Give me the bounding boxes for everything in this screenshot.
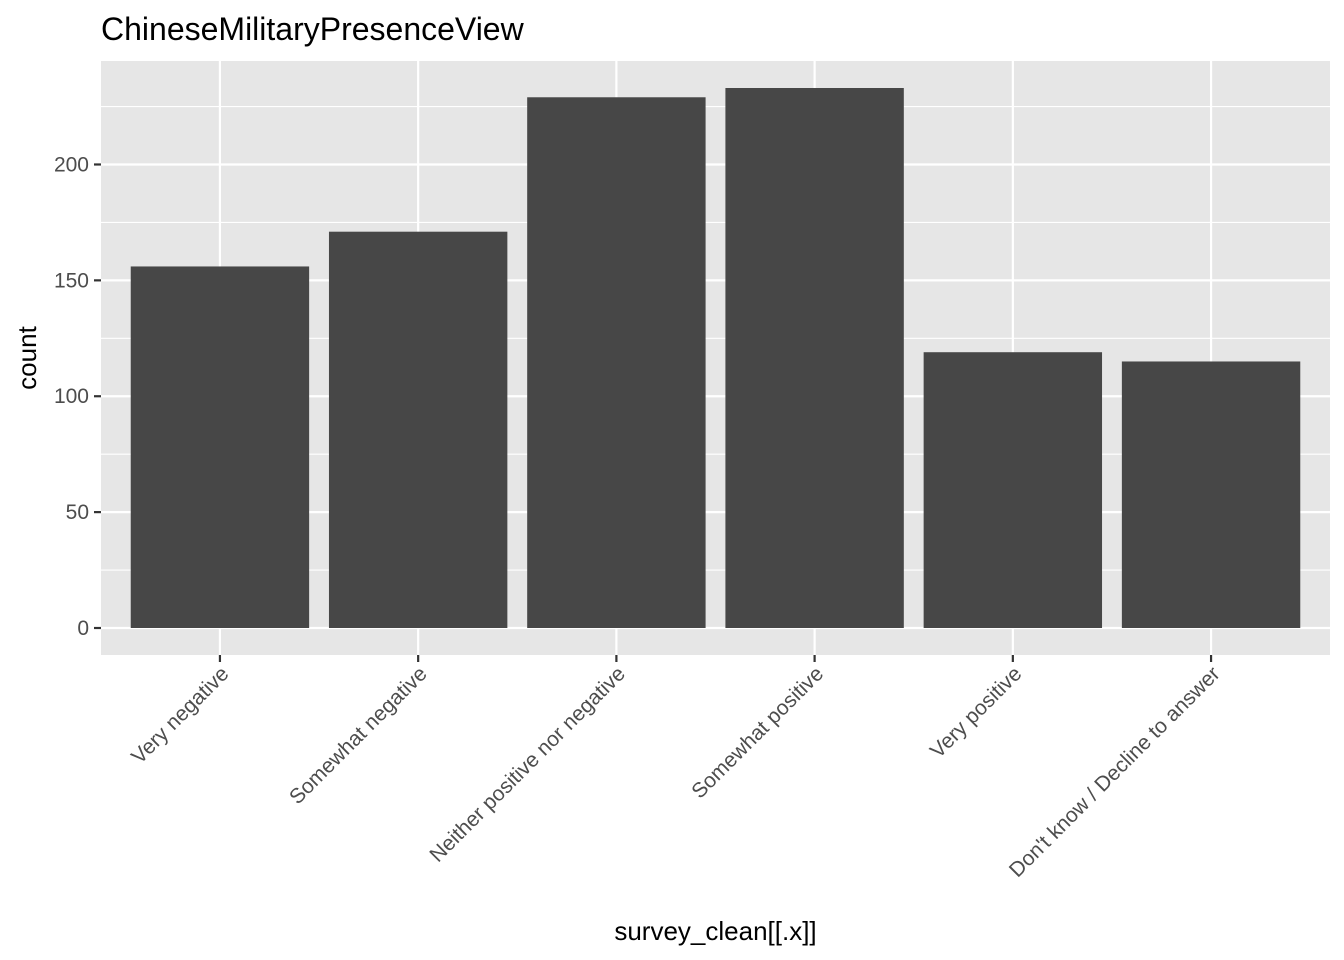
y-tick-label: 150 [54, 269, 89, 292]
x-tick-label: Very negative [127, 662, 233, 768]
x-tick-label: Somewhat positive [687, 662, 828, 803]
chart-title: ChineseMilitaryPresenceView [101, 11, 525, 47]
x-tick-label: Very positive [926, 662, 1026, 762]
x-axis-title: survey_clean[[.x]] [614, 916, 816, 946]
bar [1121, 361, 1301, 628]
y-tick-label: 200 [54, 153, 89, 176]
x-tick-label: Don't know / Decline to answer [1005, 662, 1225, 882]
bars [130, 88, 1301, 629]
bar [130, 266, 310, 628]
y-tick-label: 50 [66, 501, 89, 524]
bar [923, 352, 1103, 628]
bar [328, 231, 508, 629]
bar [725, 88, 904, 628]
y-axis: 0 50 100 150 200 [54, 153, 101, 640]
y-tick-label: 0 [77, 617, 89, 640]
x-tick-label: Neither positive nor negative [425, 662, 629, 866]
x-tick-label: Somewhat negative [285, 662, 432, 809]
bar [527, 97, 706, 628]
y-axis-title: count [12, 325, 42, 389]
y-tick-label: 100 [54, 385, 89, 408]
